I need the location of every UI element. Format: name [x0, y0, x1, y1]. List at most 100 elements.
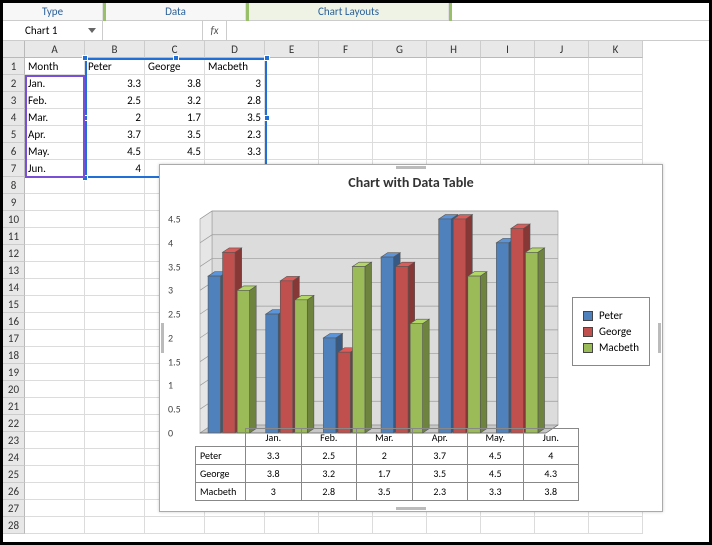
- cell[interactable]: [319, 75, 373, 92]
- cell[interactable]: [373, 143, 427, 160]
- ribbon-tab-type[interactable]: Type: [3, 3, 103, 20]
- row-header[interactable]: 26: [3, 483, 25, 500]
- ribbon-tab-data[interactable]: Data: [106, 3, 246, 20]
- legend-item[interactable]: Macbeth: [583, 341, 639, 354]
- row-header[interactable]: 3: [3, 92, 25, 109]
- row-header[interactable]: 27: [3, 500, 25, 517]
- cell[interactable]: [25, 330, 85, 347]
- cell[interactable]: [481, 92, 535, 109]
- cell[interactable]: [85, 449, 145, 466]
- row-header[interactable]: 15: [3, 296, 25, 313]
- cell[interactable]: [535, 92, 589, 109]
- cell[interactable]: [25, 466, 85, 483]
- cell[interactable]: [535, 517, 589, 534]
- cell[interactable]: [589, 517, 643, 534]
- cell[interactable]: [265, 75, 319, 92]
- cell[interactable]: [25, 313, 85, 330]
- cell[interactable]: [265, 143, 319, 160]
- col-header-E[interactable]: E: [265, 41, 319, 58]
- row-header[interactable]: 6: [3, 143, 25, 160]
- cell[interactable]: Feb.: [25, 92, 85, 109]
- cell[interactable]: [373, 126, 427, 143]
- row-header[interactable]: 20: [3, 381, 25, 398]
- cell[interactable]: [373, 109, 427, 126]
- cell[interactable]: [373, 517, 427, 534]
- legend-item[interactable]: George: [583, 325, 639, 338]
- cell[interactable]: [85, 194, 145, 211]
- cell[interactable]: [25, 364, 85, 381]
- cell[interactable]: [481, 143, 535, 160]
- col-header-I[interactable]: I: [481, 41, 535, 58]
- col-header-D[interactable]: D: [205, 41, 265, 58]
- col-header-B[interactable]: B: [85, 41, 145, 58]
- cell[interactable]: [427, 517, 481, 534]
- cell[interactable]: [319, 92, 373, 109]
- legend-item[interactable]: Peter: [583, 309, 639, 322]
- cell[interactable]: [481, 75, 535, 92]
- row-header[interactable]: 28: [3, 517, 25, 534]
- ribbon-tab-chartlayouts[interactable]: Chart Layouts: [249, 3, 449, 20]
- cell[interactable]: 4.5: [145, 143, 205, 160]
- cell[interactable]: [25, 211, 85, 228]
- cell[interactable]: [85, 364, 145, 381]
- cell[interactable]: [427, 58, 481, 75]
- row-header[interactable]: 12: [3, 245, 25, 262]
- cell[interactable]: [427, 75, 481, 92]
- fx-label[interactable]: fx: [203, 21, 227, 40]
- chart-title[interactable]: Chart with Data Table: [160, 174, 662, 191]
- cell[interactable]: 3.8: [145, 75, 205, 92]
- cell[interactable]: [535, 109, 589, 126]
- cell[interactable]: [85, 330, 145, 347]
- cell[interactable]: [319, 517, 373, 534]
- formula-bar[interactable]: [227, 21, 709, 40]
- col-header-H[interactable]: H: [427, 41, 481, 58]
- cell[interactable]: [85, 262, 145, 279]
- cell[interactable]: 3: [205, 75, 265, 92]
- row-header[interactable]: 4: [3, 109, 25, 126]
- cell[interactable]: [25, 432, 85, 449]
- cell[interactable]: Mar.: [25, 109, 85, 126]
- col-header-J[interactable]: J: [535, 41, 589, 58]
- cell[interactable]: [589, 126, 643, 143]
- cell[interactable]: [427, 92, 481, 109]
- chart-grip-left[interactable]: [161, 323, 164, 353]
- col-header-C[interactable]: C: [145, 41, 205, 58]
- name-box[interactable]: Chart 1: [3, 21, 103, 40]
- cell[interactable]: 4: [85, 160, 145, 177]
- row-header[interactable]: 2: [3, 75, 25, 92]
- cell[interactable]: [589, 75, 643, 92]
- row-header[interactable]: 8: [3, 177, 25, 194]
- cell[interactable]: [25, 483, 85, 500]
- row-header[interactable]: 24: [3, 449, 25, 466]
- cell[interactable]: [25, 296, 85, 313]
- cell[interactable]: 1.7: [145, 109, 205, 126]
- cell[interactable]: [481, 109, 535, 126]
- cell[interactable]: 3.3: [205, 143, 265, 160]
- cell[interactable]: [589, 92, 643, 109]
- cell[interactable]: [535, 75, 589, 92]
- chart-object[interactable]: Chart with Data Table 00.511.522.533.544…: [159, 164, 663, 512]
- cell[interactable]: [535, 58, 589, 75]
- col-header-A[interactable]: A: [25, 41, 85, 58]
- cell[interactable]: [25, 279, 85, 296]
- row-header[interactable]: 22: [3, 415, 25, 432]
- row-header[interactable]: 17: [3, 330, 25, 347]
- cell[interactable]: [25, 415, 85, 432]
- cell[interactable]: George: [145, 58, 205, 75]
- cell[interactable]: [145, 517, 205, 534]
- cell[interactable]: [25, 177, 85, 194]
- cell[interactable]: [265, 92, 319, 109]
- cell[interactable]: Apr.: [25, 126, 85, 143]
- chart-grip-bottom[interactable]: [396, 507, 426, 510]
- cell[interactable]: [85, 347, 145, 364]
- cell[interactable]: Peter: [85, 58, 145, 75]
- row-header[interactable]: 21: [3, 398, 25, 415]
- row-header[interactable]: 5: [3, 126, 25, 143]
- cell[interactable]: [25, 245, 85, 262]
- cell[interactable]: [85, 517, 145, 534]
- row-header[interactable]: 18: [3, 347, 25, 364]
- cell[interactable]: [319, 143, 373, 160]
- cell[interactable]: [373, 92, 427, 109]
- cell[interactable]: 4.5: [85, 143, 145, 160]
- cell[interactable]: [25, 347, 85, 364]
